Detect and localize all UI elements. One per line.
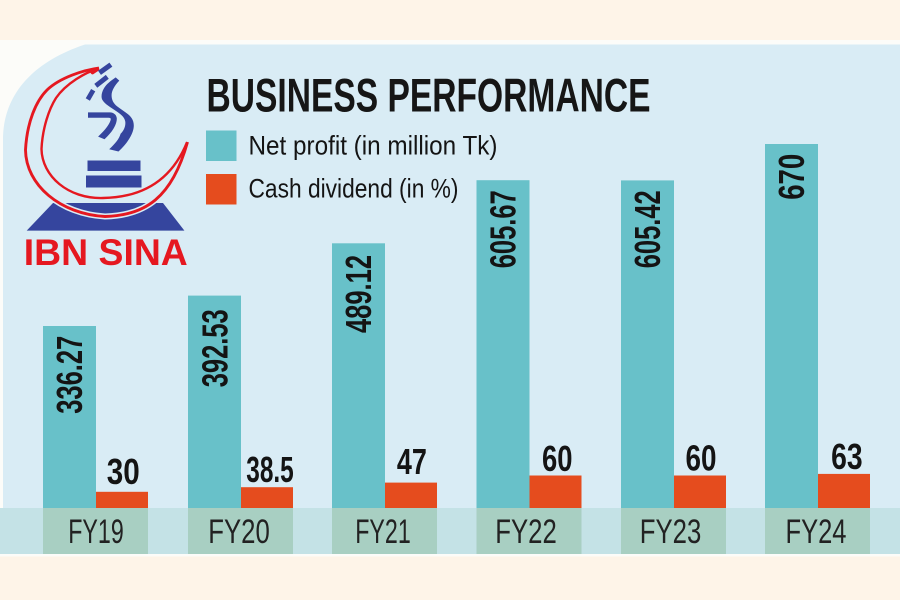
svg-text:IBN SINA: IBN SINA (24, 232, 188, 273)
svg-text:489.12: 489.12 (338, 255, 379, 333)
svg-text:Net profit (in million Tk): Net profit (in million Tk) (249, 130, 498, 160)
svg-text:FY20: FY20 (208, 513, 270, 551)
svg-text:605.67: 605.67 (483, 190, 524, 268)
svg-text:38.5: 38.5 (246, 449, 294, 490)
svg-text:47: 47 (397, 441, 427, 482)
svg-text:605.42: 605.42 (627, 190, 668, 268)
svg-text:FY22: FY22 (495, 513, 557, 551)
svg-text:392.53: 392.53 (195, 309, 236, 387)
svg-text:FY19: FY19 (68, 513, 124, 551)
svg-text:FY24: FY24 (786, 513, 847, 551)
svg-text:Cash dividend (in %): Cash dividend (in %) (249, 174, 459, 204)
svg-text:63: 63 (831, 436, 863, 477)
svg-text:FY21: FY21 (355, 513, 411, 551)
svg-text:670: 670 (771, 154, 812, 200)
svg-text:336.27: 336.27 (49, 336, 90, 414)
svg-text:BUSINESS PERFORMANCE: BUSINESS PERFORMANCE (207, 69, 651, 122)
svg-text:FY23: FY23 (640, 513, 702, 551)
svg-text:60: 60 (542, 438, 573, 479)
svg-text:60: 60 (686, 438, 717, 479)
svg-text:30: 30 (107, 451, 140, 492)
